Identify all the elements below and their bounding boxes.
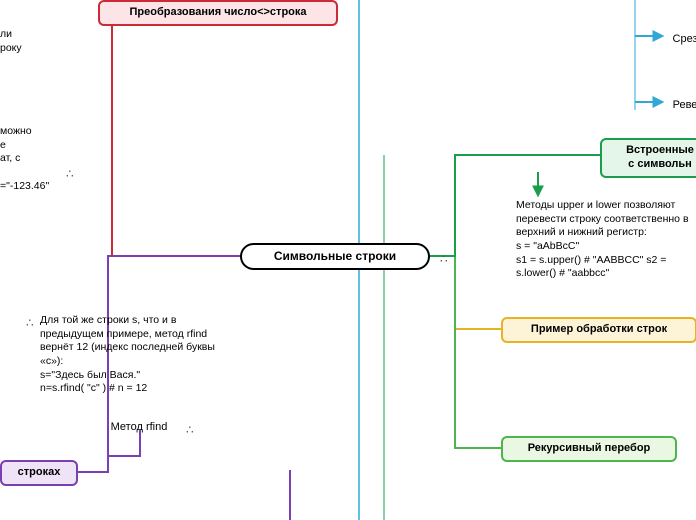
node-srez[interactable]: Срез	[665, 29, 696, 51]
node-rfind[interactable]: Метод rfind	[99, 417, 179, 439]
text-left-mid-frag: можно е ат, с ="-123.46"	[0, 125, 60, 193]
text-rfind-example: Для той же строки s, что и в предыдущем …	[40, 314, 260, 396]
collapse-marker-4[interactable]: ∴	[26, 316, 32, 330]
collapse-marker-2[interactable]: ∴	[440, 252, 446, 266]
node-strings-box[interactable]: строках	[0, 460, 78, 486]
node-builtin[interactable]: Встроенные с символьн	[600, 138, 696, 178]
node-reve[interactable]: Реве	[665, 95, 696, 117]
node-example-proc[interactable]: Пример обработки строк	[501, 317, 696, 343]
text-left-top-frag: ли року	[0, 28, 40, 55]
node-transform[interactable]: Преобразования число<>строка	[98, 0, 338, 26]
node-recursive[interactable]: Рекурсивный перебор	[501, 436, 677, 462]
collapse-marker-3[interactable]: ∴	[186, 423, 192, 437]
collapse-marker-1[interactable]: ∴	[66, 167, 72, 181]
node-central[interactable]: Символьные строки	[240, 243, 430, 270]
text-upper-lower: Методы upper и lower позволяют перевести…	[516, 199, 696, 281]
